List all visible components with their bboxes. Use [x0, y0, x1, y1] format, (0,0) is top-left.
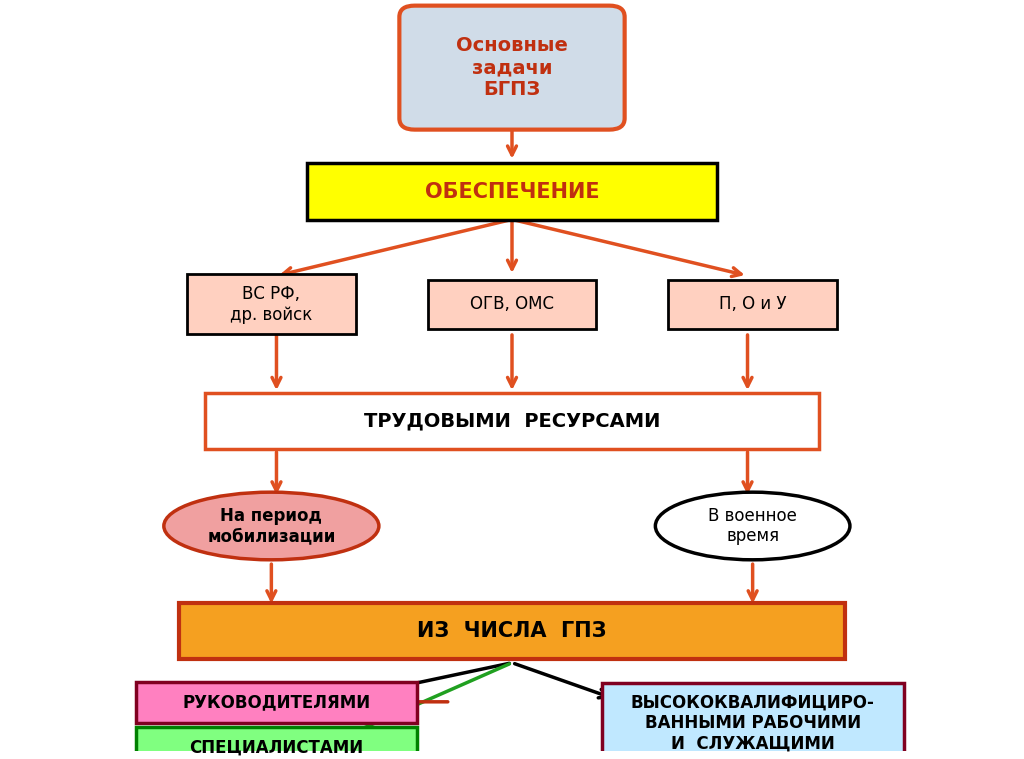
FancyBboxPatch shape: [602, 683, 904, 759]
FancyBboxPatch shape: [205, 392, 819, 449]
Ellipse shape: [655, 492, 850, 560]
FancyBboxPatch shape: [399, 5, 625, 130]
Text: ОГВ, ОМС: ОГВ, ОМС: [470, 295, 554, 313]
Text: ИЗ  ЧИСЛА  ГПЗ: ИЗ ЧИСЛА ГПЗ: [417, 621, 607, 641]
Ellipse shape: [164, 492, 379, 560]
FancyBboxPatch shape: [179, 603, 845, 660]
Text: ТРУДОВЫМИ  РЕСУРСАМИ: ТРУДОВЫМИ РЕСУРСАМИ: [364, 411, 660, 430]
Text: В военное
время: В военное время: [709, 506, 797, 546]
FancyBboxPatch shape: [307, 163, 717, 220]
Text: ОБЕСПЕЧЕНИЕ: ОБЕСПЕЧЕНИЕ: [425, 181, 599, 202]
FancyBboxPatch shape: [186, 274, 356, 335]
Text: РУКОВОДИТЕЛЯМИ: РУКОВОДИТЕЛЯМИ: [182, 694, 371, 712]
Text: На период
мобилизации: На период мобилизации: [207, 506, 336, 546]
Text: П, О и У: П, О и У: [719, 295, 786, 313]
FancyBboxPatch shape: [135, 682, 418, 723]
FancyBboxPatch shape: [135, 727, 418, 759]
FancyBboxPatch shape: [428, 280, 596, 329]
FancyBboxPatch shape: [668, 280, 838, 329]
Text: Основные
задачи
БГПЗ: Основные задачи БГПЗ: [456, 36, 568, 99]
Text: ВС РФ,
др. войск: ВС РФ, др. войск: [230, 285, 312, 324]
Text: СПЕЦИАЛИСТАМИ: СПЕЦИАЛИСТАМИ: [189, 739, 364, 757]
Text: ВЫСОКОКВАЛИФИЦИРО-
ВАННЫМИ РАБОЧИМИ
И  СЛУЖАЩИМИ: ВЫСОКОКВАЛИФИЦИРО- ВАННЫМИ РАБОЧИМИ И СЛ…: [631, 693, 874, 753]
